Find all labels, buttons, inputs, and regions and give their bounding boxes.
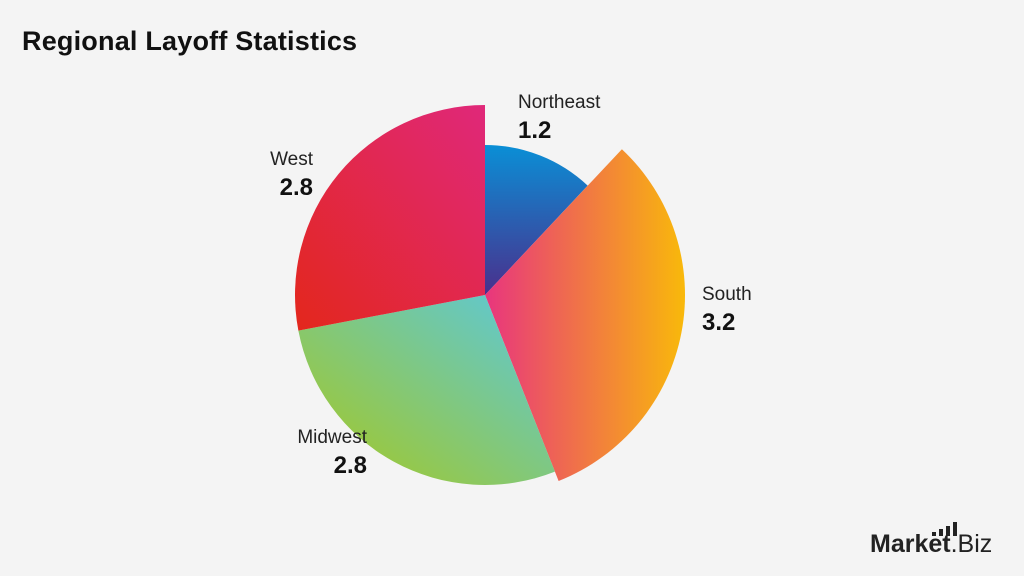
brand-logo: Market.Biz (870, 522, 1020, 562)
slice-value-northeast: 1.2 (518, 117, 551, 144)
pie-slice-northeast (485, 145, 588, 295)
slice-value-midwest: 2.8 (334, 452, 367, 479)
slice-value-west: 2.8 (280, 174, 313, 201)
slice-label-south: South (702, 284, 752, 305)
logo-text: Market.Biz (870, 530, 993, 558)
pie-slice-west (295, 105, 485, 331)
pie-slice-south (485, 149, 685, 481)
pie-slice-midwest (298, 295, 555, 485)
slice-label-northeast: Northeast (518, 92, 601, 113)
logo-bars-icon (932, 522, 966, 536)
slice-label-midwest: Midwest (297, 427, 367, 448)
slice-value-south: 3.2 (702, 309, 735, 336)
chart-title: Regional Layoff Statistics (22, 26, 358, 56)
slice-label-west: West (270, 149, 314, 170)
